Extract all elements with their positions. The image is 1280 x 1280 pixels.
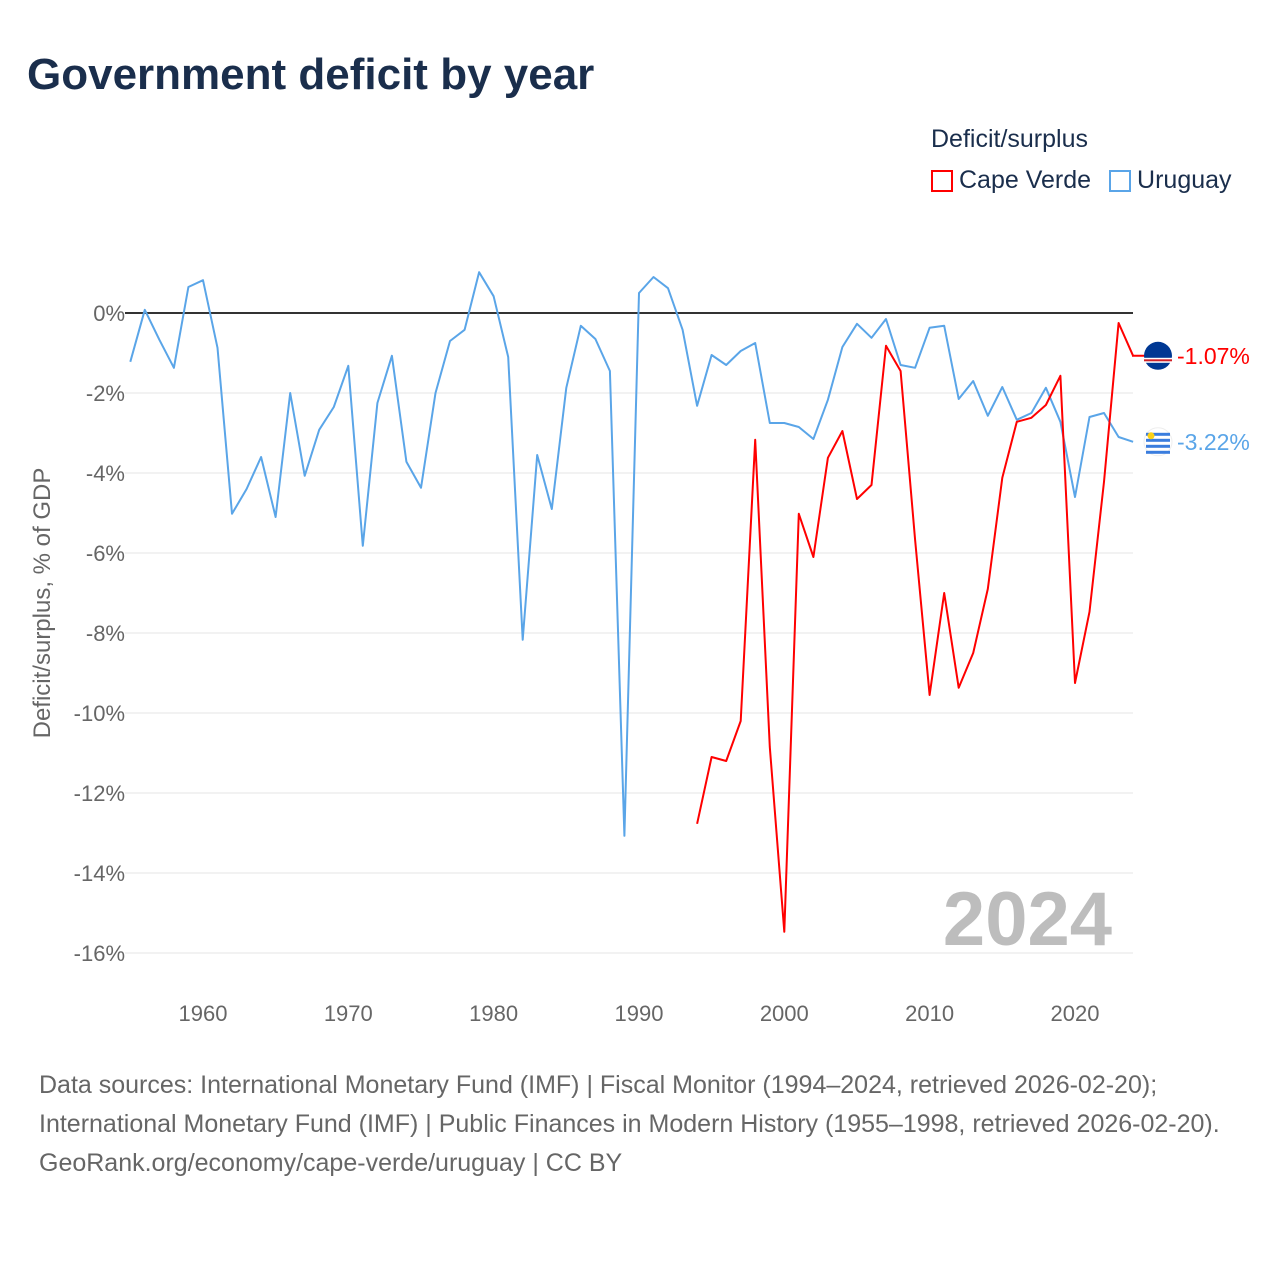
- x-tick-label: 2010: [905, 1001, 954, 1026]
- end-label-cape-verde: -1.07%: [1177, 343, 1250, 369]
- x-tick-label: 2000: [760, 1001, 809, 1026]
- y-tick-label: -14%: [74, 861, 125, 886]
- legend-item-cape-verde[interactable]: Cape Verde: [931, 166, 1091, 195]
- x-tick-label: 2020: [1050, 1001, 1099, 1026]
- cape-verde-flag-icon: [1144, 341, 1172, 370]
- y-axis-label: Deficit/surplus, % of GDP: [29, 468, 56, 739]
- legend-label: Cape Verde: [959, 166, 1092, 194]
- flag-stripe: [1144, 359, 1172, 362]
- flag-stripe: [1146, 450, 1170, 454]
- series-line-cape-verde: [696, 322, 1135, 933]
- legend: Cape Verde Uruguay: [931, 166, 1232, 195]
- end-label-uruguay: -3.22%: [1177, 429, 1250, 455]
- flag-stripe: [1146, 444, 1170, 448]
- legend-item-uruguay[interactable]: Uruguay: [1109, 166, 1232, 195]
- flag-stripe: [1146, 438, 1170, 442]
- y-tick-label: -6%: [86, 541, 125, 566]
- series-line-uruguay: [129, 271, 1134, 837]
- y-tick-label: -4%: [86, 461, 125, 486]
- y-tick-label: 0%: [93, 301, 125, 326]
- x-tick-label: 1980: [469, 1001, 518, 1026]
- x-tick-label: 1960: [178, 1001, 227, 1026]
- flag-stripe: [1146, 432, 1170, 436]
- y-tick-label: -16%: [74, 941, 125, 966]
- legend-label: Uruguay: [1137, 166, 1232, 194]
- flag-sun: [1147, 432, 1155, 440]
- x-tick-label: 1970: [324, 1001, 373, 1026]
- line-chart: 0% -2% -4% -6% -8% -10% -12% -14% -16% 1960 1970 19…: [29, 271, 1250, 1026]
- x-tick-label: 1990: [614, 1001, 663, 1026]
- footer: Data sources: International Monetary Fun…: [39, 1066, 1239, 1183]
- data-sources: Data sources: International Monetary Fun…: [39, 1071, 1220, 1138]
- chart-title: Government deficit by year: [27, 50, 595, 99]
- y-tick-label: -12%: [74, 781, 125, 806]
- legend-swatch: [1109, 169, 1132, 192]
- legend-title: Deficit/surplus: [931, 125, 1088, 153]
- credit-link[interactable]: GeoRank.org/economy/cape-verde/uruguay |…: [39, 1149, 623, 1177]
- year-watermark: 2024: [943, 877, 1112, 962]
- y-tick-label: -2%: [86, 381, 125, 406]
- y-tick-label: -8%: [86, 621, 125, 646]
- y-tick-label: -10%: [74, 701, 125, 726]
- legend-swatch: [931, 169, 953, 192]
